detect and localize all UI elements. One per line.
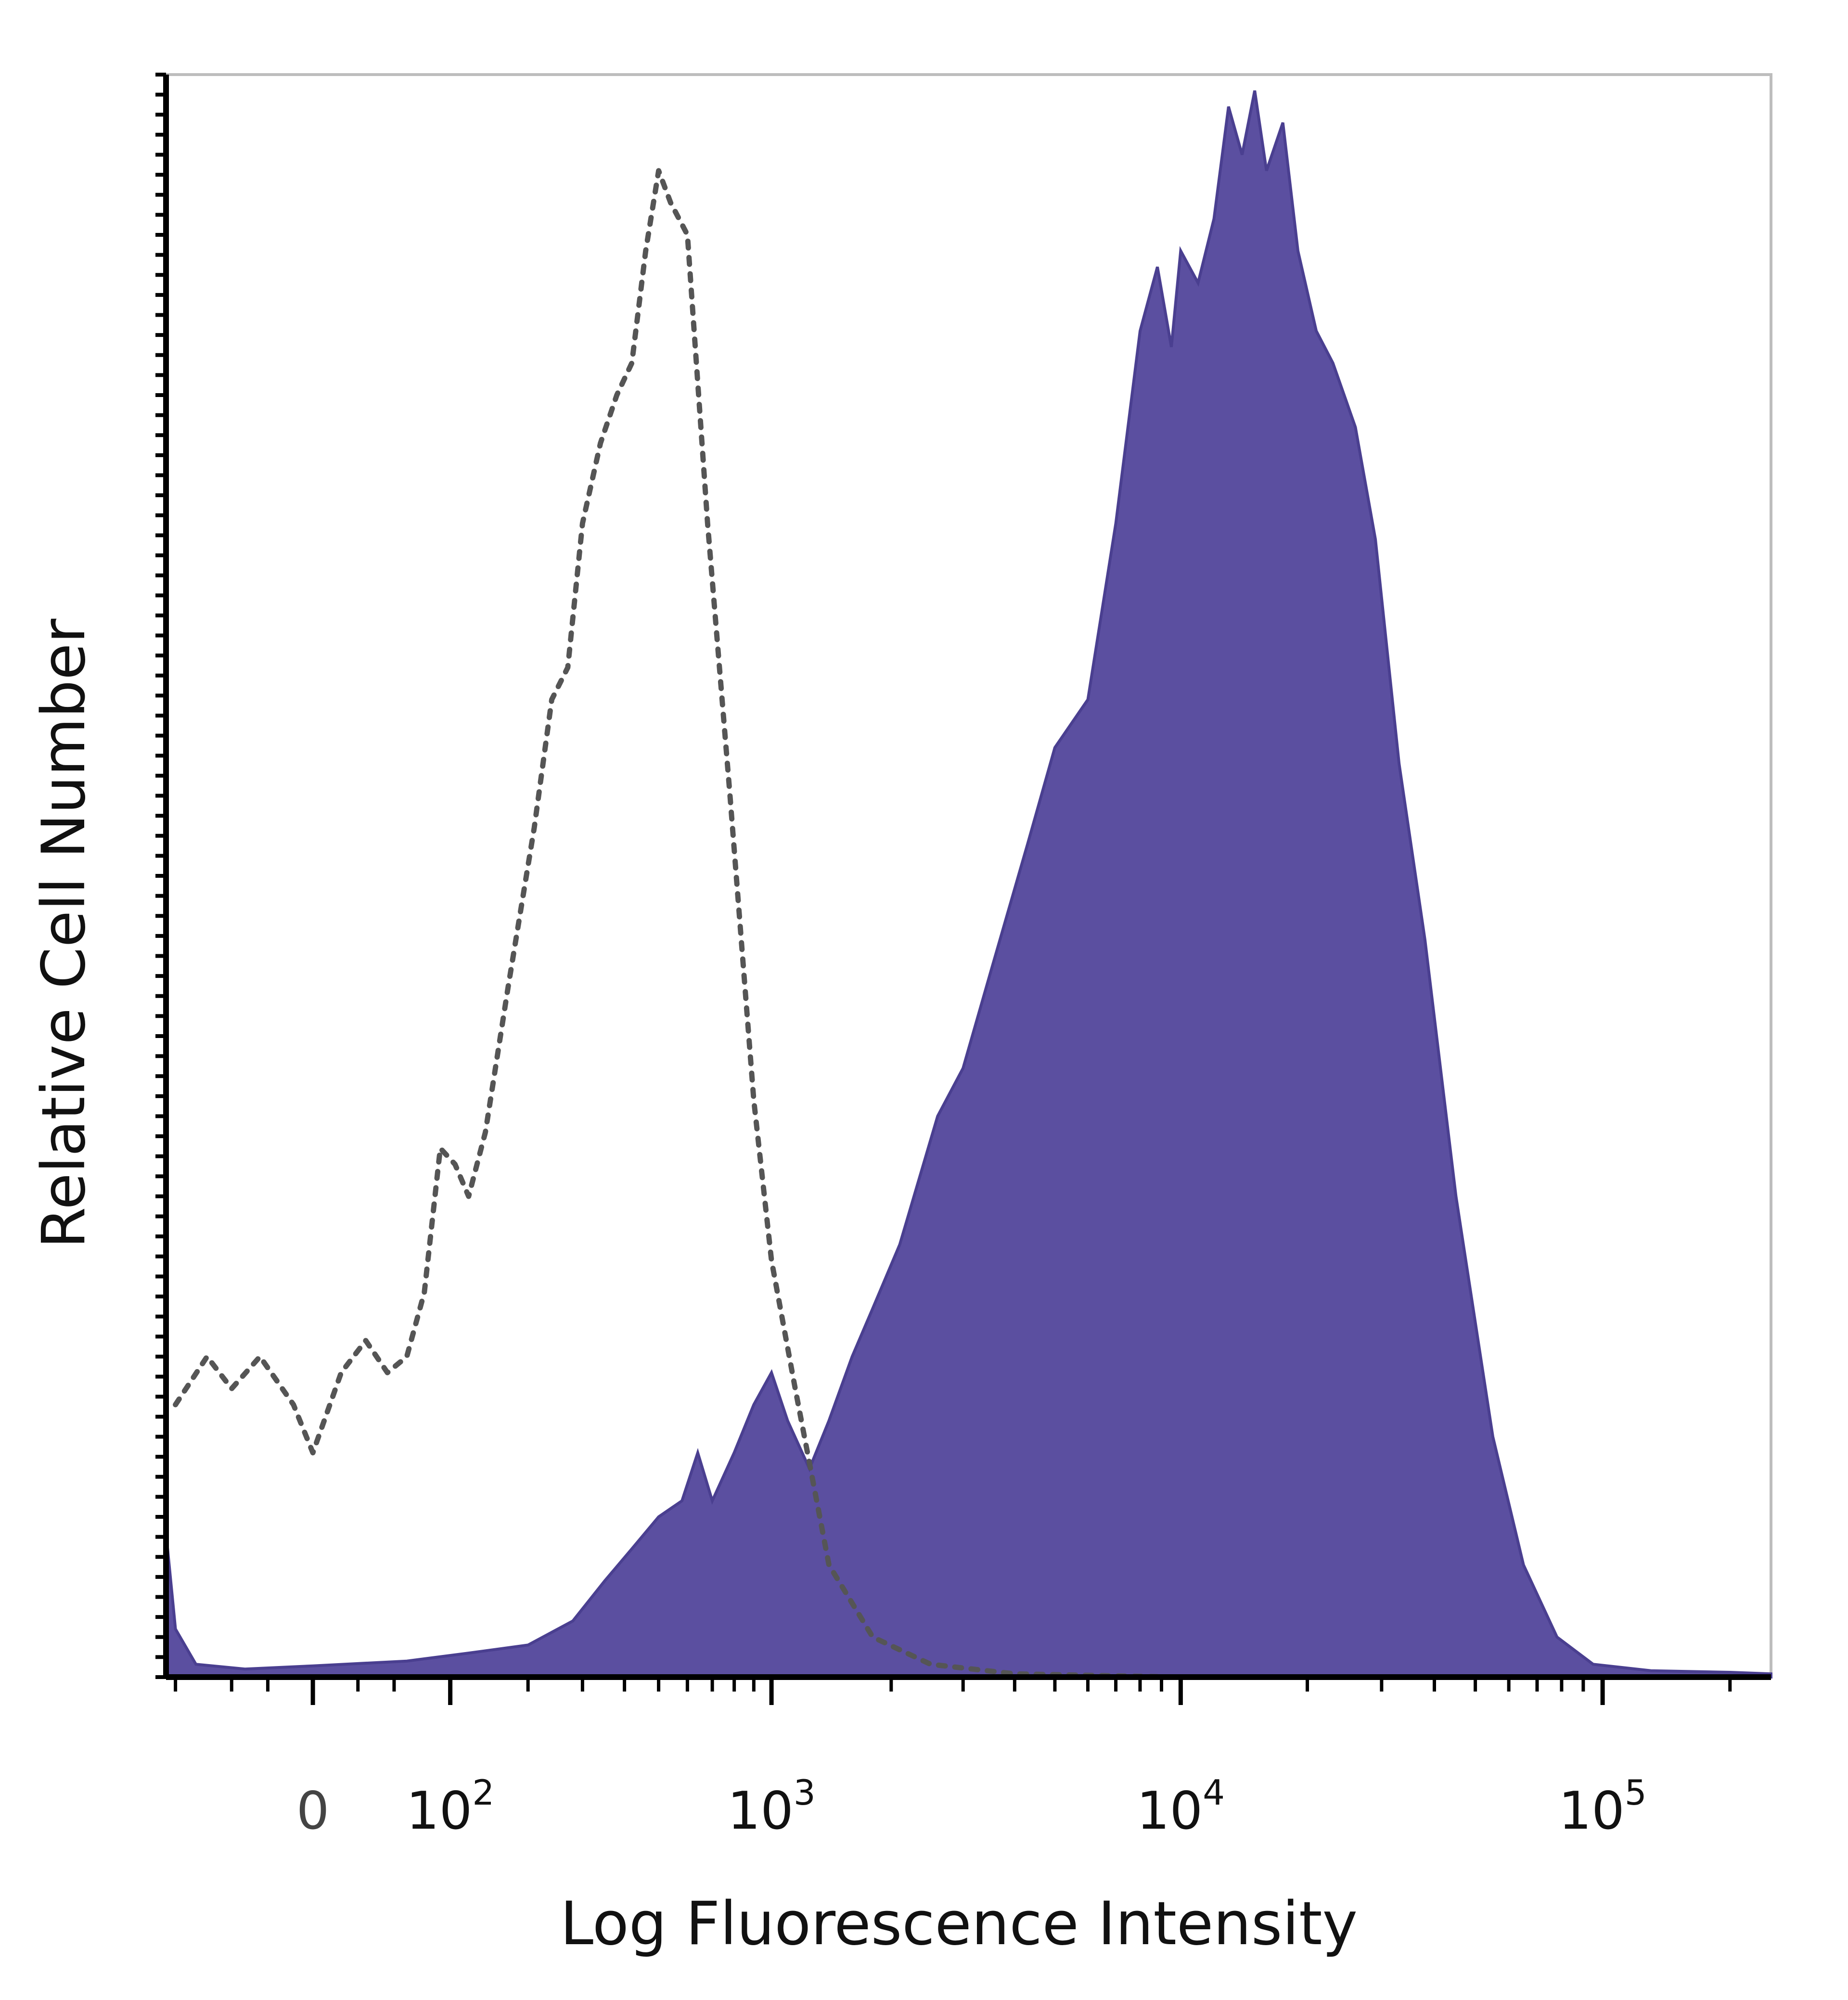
y-axis-ticks: [155, 73, 166, 1679]
x-axis-major-ticks: [310, 1677, 1605, 1705]
x-axis-tick-labels: 0 102 103 104 105: [296, 1772, 1647, 1841]
dotted-control-histogram: [173, 168, 1183, 1680]
x-tick-label: 102: [406, 1772, 494, 1841]
x-tick-label: 105: [1558, 1772, 1646, 1841]
filled-histogram: [165, 90, 1772, 1679]
x-tick-label: 103: [727, 1772, 815, 1841]
x-axis-title: Log Fluorescence Intensity: [560, 1889, 1358, 1959]
x-tick-label: 104: [1137, 1772, 1225, 1841]
x-tick-label: 0: [296, 1781, 330, 1841]
series-layer: [165, 90, 1772, 1680]
y-axis-title: Relative Cell Number: [29, 619, 99, 1249]
x-axis-minor-ticks: [174, 1677, 1732, 1692]
